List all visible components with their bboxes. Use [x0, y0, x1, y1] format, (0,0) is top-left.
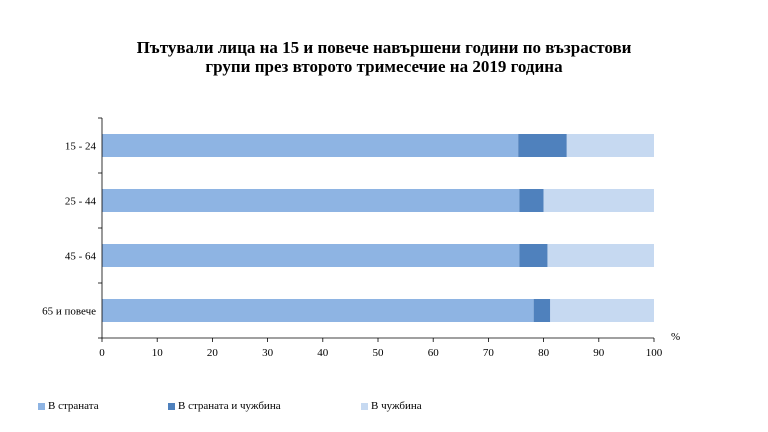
legend-label: В страната [48, 400, 99, 412]
legend-item: В чужбина [361, 400, 422, 412]
legend-item: В страната [38, 400, 99, 412]
x-tick-label: 100 [646, 347, 663, 359]
category-label: 45 - 64 [65, 251, 97, 263]
x-unit-label: % [671, 331, 680, 343]
legend-label: В чужбина [371, 400, 422, 412]
x-tick-label: 10 [152, 347, 164, 359]
bar-1-series-1 [102, 134, 519, 157]
bar-3-series-3 [547, 244, 654, 267]
category-label: 15 - 24 [65, 141, 97, 153]
bar-2-series-3 [543, 189, 654, 212]
legend-swatch [38, 402, 45, 410]
bar-2-series-2 [519, 189, 544, 212]
bar-1-series-2 [518, 134, 567, 157]
bar-4-series-1 [102, 299, 534, 322]
x-tick-label: 70 [483, 347, 495, 359]
x-tick-label: 80 [538, 347, 550, 359]
chart-title-line-2: групи през второто тримесечие на 2019 го… [205, 57, 563, 76]
legend-swatch [361, 402, 368, 410]
bar-4-series-2 [533, 299, 551, 322]
x-tick-label: 50 [373, 347, 385, 359]
bar-3-series-1 [102, 244, 520, 267]
category-label: 25 - 44 [65, 196, 97, 208]
bar-3-series-2 [519, 244, 548, 267]
x-tick-label: 60 [428, 347, 440, 359]
legend-label: В страната и чужбина [178, 400, 281, 412]
x-tick-label: 0 [99, 347, 105, 359]
bar-2-series-1 [102, 189, 520, 212]
chart-title-line-1: Пътували лица на 15 и повече навършени г… [136, 38, 632, 57]
legend-item: В страната и чужбина [168, 400, 281, 412]
chart-title: Пътували лица на 15 и повече навършени г… [0, 38, 768, 76]
x-tick-label: 40 [317, 347, 329, 359]
bar-1-series-3 [566, 134, 654, 157]
x-tick-label: 30 [262, 347, 274, 359]
legend-swatch [168, 402, 175, 410]
bar-4-series-3 [550, 299, 654, 322]
x-tick-label: 90 [593, 347, 605, 359]
x-tick-label: 20 [207, 347, 219, 359]
category-label: 65 и повече [42, 306, 96, 318]
legend: В страната В страната и чужбина В чужбина [0, 400, 768, 414]
